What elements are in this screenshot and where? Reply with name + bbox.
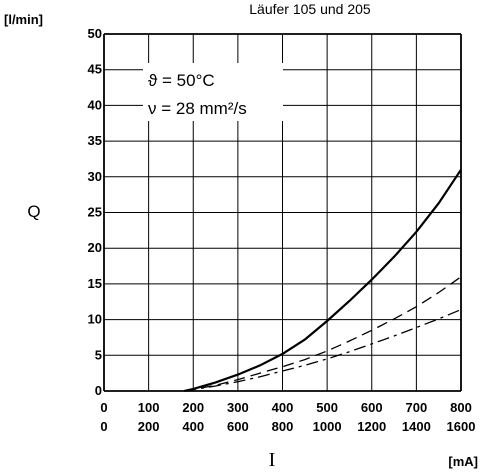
y-unit-label: [l/min] [4, 12, 43, 27]
x-unit-label: [mA] [448, 454, 478, 469]
annotation-viscosity: ν = 28 mm²/s [148, 99, 247, 118]
x-tick-label-top: 700 [406, 400, 428, 415]
chart-title: Läufer 105 und 205 [249, 1, 371, 17]
x-axis-label: I [269, 449, 276, 471]
x-tick-label-top: 100 [138, 400, 160, 415]
y-tick-label: 50 [88, 26, 102, 41]
y-tick-label: 40 [88, 97, 102, 112]
y-tick-label: 10 [88, 312, 102, 327]
x-tick-label-top: 0 [100, 400, 107, 415]
x-tick-label-top: 500 [316, 400, 338, 415]
x-tick-label-top: 400 [272, 400, 294, 415]
x-tick-label-bottom: 200 [138, 419, 160, 434]
x-ticks: 0 0 100 200 200 400 300 600 400 800 500 1000 600 1200… [100, 400, 475, 434]
x-tick-label-bottom: 1200 [357, 419, 386, 434]
annotation-box [143, 63, 283, 121]
x-tick-label-bottom: 1600 [447, 419, 476, 434]
y-tick-label: 20 [88, 240, 102, 255]
x-tick-label-bottom: 0 [100, 419, 107, 434]
x-tick-label-bottom: 1000 [313, 419, 342, 434]
x-tick-label-bottom: 600 [227, 419, 249, 434]
series-line-dash-dot [184, 309, 462, 392]
x-tick-label-top: 600 [361, 400, 383, 415]
series-line-solid [184, 169, 462, 393]
y-tick-label: 30 [88, 169, 102, 184]
series-line-dashed [184, 276, 462, 392]
x-tick-label-top: 800 [450, 400, 472, 415]
x-tick-label-bottom: 1400 [402, 419, 431, 434]
y-tick-label: 45 [88, 62, 102, 77]
x-tick-label-bottom: 800 [272, 419, 294, 434]
x-tick-label-top: 300 [227, 400, 249, 415]
y-axis-label: Q [27, 202, 40, 221]
y-tick-label: 0 [95, 383, 102, 398]
x-tick-label-top: 200 [182, 400, 204, 415]
y-tick-label: 35 [88, 133, 102, 148]
annotation-temperature: ϑ = 50°C [148, 71, 215, 90]
y-ticks: 0 5 10 15 20 25 30 35 40 45 50 [88, 26, 102, 398]
y-tick-label: 25 [88, 205, 102, 220]
y-tick-label: 15 [88, 276, 102, 291]
x-tick-label-bottom: 400 [182, 419, 204, 434]
y-tick-label: 5 [95, 347, 102, 362]
series-group [184, 169, 462, 393]
